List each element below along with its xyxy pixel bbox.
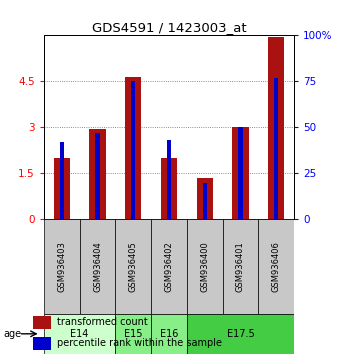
Text: E15: E15 xyxy=(124,329,143,339)
Bar xyxy=(274,78,278,219)
Bar xyxy=(238,127,243,219)
Bar xyxy=(33,337,51,350)
Text: GSM936401: GSM936401 xyxy=(236,241,245,292)
Bar xyxy=(60,142,64,219)
Text: GSM936400: GSM936400 xyxy=(200,241,209,292)
Bar xyxy=(95,133,100,219)
Text: E14: E14 xyxy=(71,329,89,339)
Bar xyxy=(125,77,141,219)
Bar xyxy=(44,219,80,314)
Bar xyxy=(90,129,105,219)
Bar xyxy=(167,140,171,219)
Text: GSM936406: GSM936406 xyxy=(272,241,281,292)
Bar xyxy=(151,314,187,354)
Bar xyxy=(80,219,115,314)
Bar xyxy=(54,158,70,219)
Bar xyxy=(187,314,294,354)
Text: GSM936404: GSM936404 xyxy=(93,241,102,292)
Bar xyxy=(258,219,294,314)
Bar xyxy=(115,219,151,314)
Bar xyxy=(187,219,223,314)
Bar xyxy=(131,81,136,219)
Text: GSM936405: GSM936405 xyxy=(129,241,138,292)
Bar xyxy=(268,37,284,219)
Bar xyxy=(161,158,177,219)
Text: E16: E16 xyxy=(160,329,178,339)
Text: transformed count: transformed count xyxy=(57,317,148,327)
Bar xyxy=(223,219,258,314)
Bar xyxy=(115,314,151,354)
Bar xyxy=(33,316,51,329)
Title: GDS4591 / 1423003_at: GDS4591 / 1423003_at xyxy=(92,21,246,34)
Bar xyxy=(151,219,187,314)
Text: E17.5: E17.5 xyxy=(226,329,254,339)
Text: percentile rank within the sample: percentile rank within the sample xyxy=(57,338,222,348)
Text: GSM936402: GSM936402 xyxy=(165,241,173,292)
Bar xyxy=(233,127,248,219)
Bar xyxy=(44,314,115,354)
Bar xyxy=(197,178,213,219)
Bar xyxy=(202,183,207,219)
Text: GSM936403: GSM936403 xyxy=(57,241,66,292)
Text: age: age xyxy=(3,329,22,339)
